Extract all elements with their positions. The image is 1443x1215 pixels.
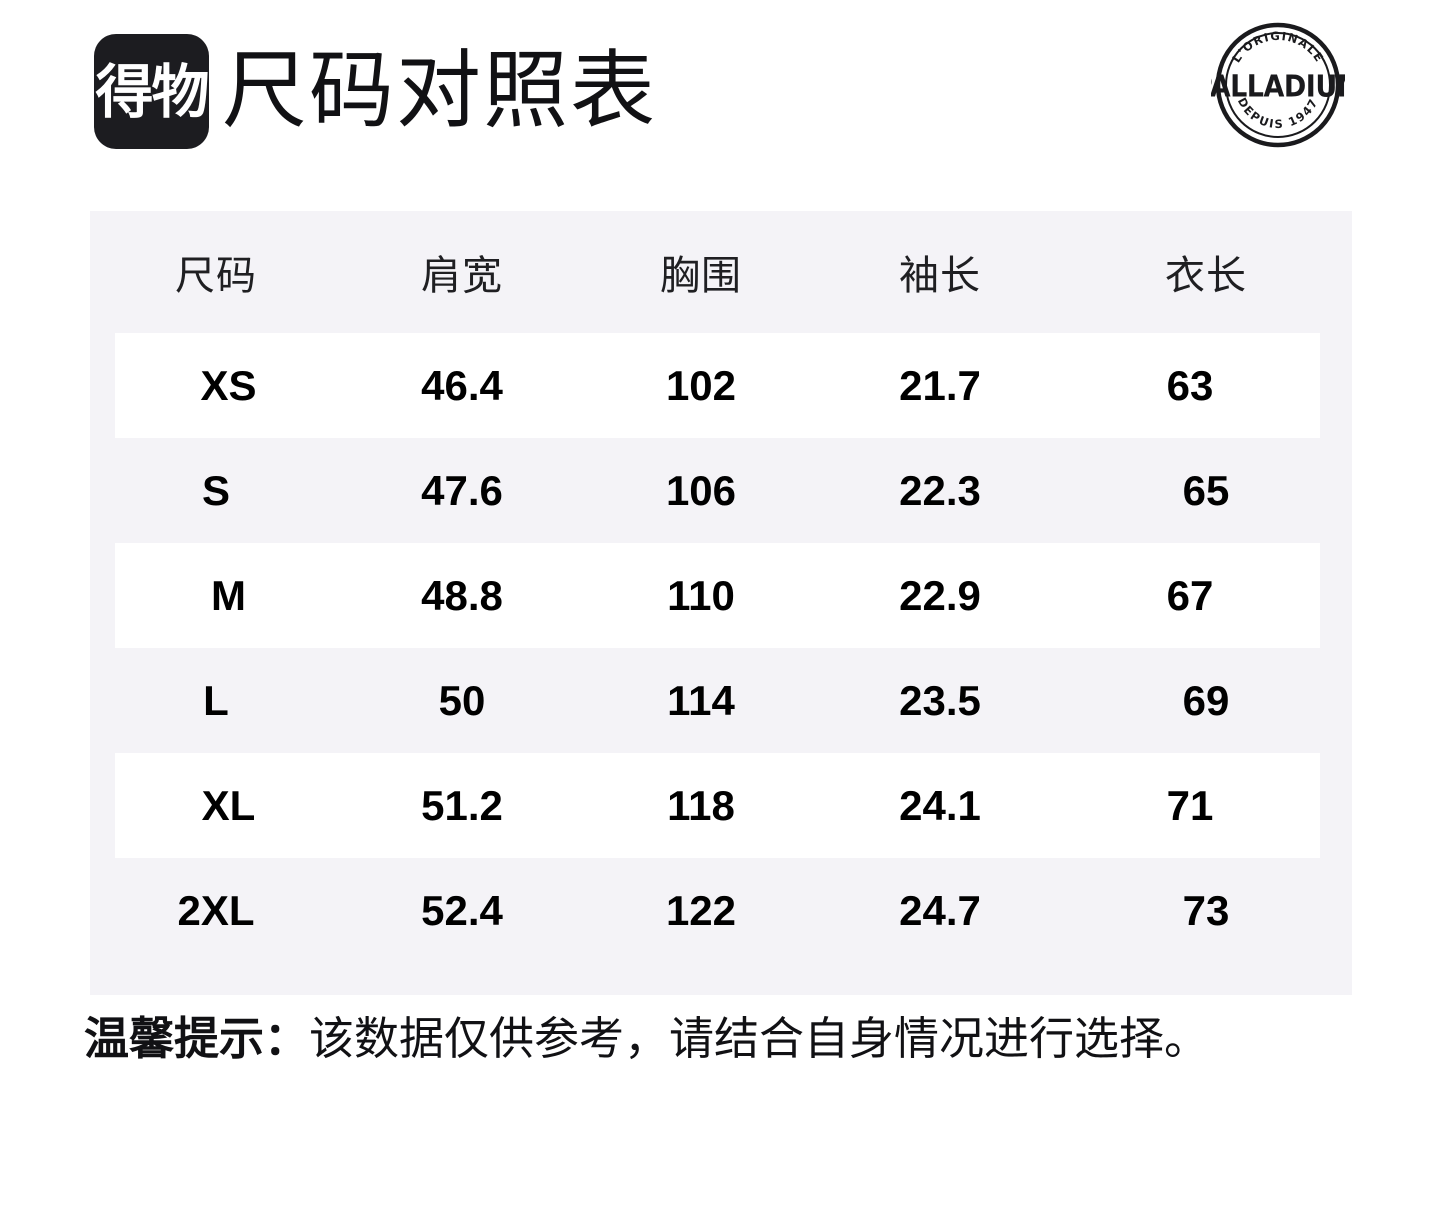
column-header-chest: 胸围 [660, 253, 742, 299]
disclaimer-label: 温馨提示： [84, 1012, 310, 1065]
cell-chest: 118 [667, 781, 735, 829]
cell-length: 63 [1166, 361, 1214, 409]
cell-shoulder: 50 [438, 676, 486, 724]
cell-chest: 114 [667, 676, 735, 724]
disclaimer-text: 该数据仅供参考，请结合自身情况进行选择。 [309, 1012, 1210, 1065]
cell-shoulder: 48.8 [421, 571, 503, 619]
cell-shoulder: 52.4 [421, 886, 503, 934]
cell-chest: 110 [667, 571, 735, 619]
cell-length: 71 [1166, 781, 1214, 829]
cell-shoulder: 47.6 [421, 466, 503, 514]
dewu-brand-logo: 得物 [94, 34, 210, 149]
cell-length: 67 [1166, 571, 1214, 619]
page-header: 得物 尺码对照表 L'ORIGINALE DEPUIS 1947 PALLADI… [0, 0, 1443, 190]
cell-size: S [201, 466, 230, 514]
cell-length: 65 [1182, 466, 1230, 514]
cell-sleeve: 21.7 [899, 361, 981, 409]
svg-text:PALLADIUM: PALLADIUM [1211, 68, 1345, 104]
cell-length: 73 [1182, 886, 1230, 934]
palladium-logo: L'ORIGINALE DEPUIS 1947 PALLADIUM [1211, 18, 1345, 152]
page-title: 尺码对照表 [222, 42, 658, 141]
cell-size: M [211, 571, 246, 619]
cell-size: XL [201, 781, 256, 829]
dewu-brand-logo-text: 得物 [95, 57, 209, 126]
cell-size: L [203, 676, 229, 724]
table-row: XL 51.2 118 24.1 71 [115, 753, 1320, 858]
table-row: L 50 114 23.5 69 [90, 648, 1352, 753]
column-header-sleeve: 袖长 [899, 253, 981, 299]
disclaimer-note: 温馨提示：该数据仅供参考，请结合自身情况进行选择。 [84, 1008, 1209, 1070]
cell-chest: 106 [665, 466, 737, 514]
column-header-shoulder: 肩宽 [421, 253, 503, 299]
column-header-length: 衣长 [1165, 253, 1247, 299]
cell-chest: 122 [665, 886, 737, 934]
cell-sleeve: 24.7 [899, 886, 981, 934]
cell-chest: 102 [665, 361, 737, 409]
table-row: XS 46.4 102 21.7 63 [115, 333, 1320, 438]
size-chart-table: 尺码 肩宽 胸围 袖长 衣长 XS 46.4 102 21.7 63 S 47.… [90, 211, 1352, 995]
cell-shoulder: 51.2 [421, 781, 503, 829]
table-row: S 47.6 106 22.3 65 [90, 438, 1352, 543]
cell-sleeve: 23.5 [899, 676, 981, 724]
cell-length: 69 [1182, 676, 1230, 724]
table-header-row: 尺码 肩宽 胸围 袖长 衣长 [90, 211, 1352, 333]
cell-sleeve: 22.3 [899, 466, 981, 514]
cell-sleeve: 24.1 [899, 781, 981, 829]
column-header-size: 尺码 [175, 253, 257, 299]
cell-size: 2XL [177, 886, 255, 934]
table-row: M 48.8 110 22.9 67 [115, 543, 1320, 648]
cell-sleeve: 22.9 [899, 571, 981, 619]
cell-size: XS [200, 361, 257, 409]
cell-shoulder: 46.4 [421, 361, 503, 409]
table-row: 2XL 52.4 122 24.7 73 [90, 858, 1352, 963]
